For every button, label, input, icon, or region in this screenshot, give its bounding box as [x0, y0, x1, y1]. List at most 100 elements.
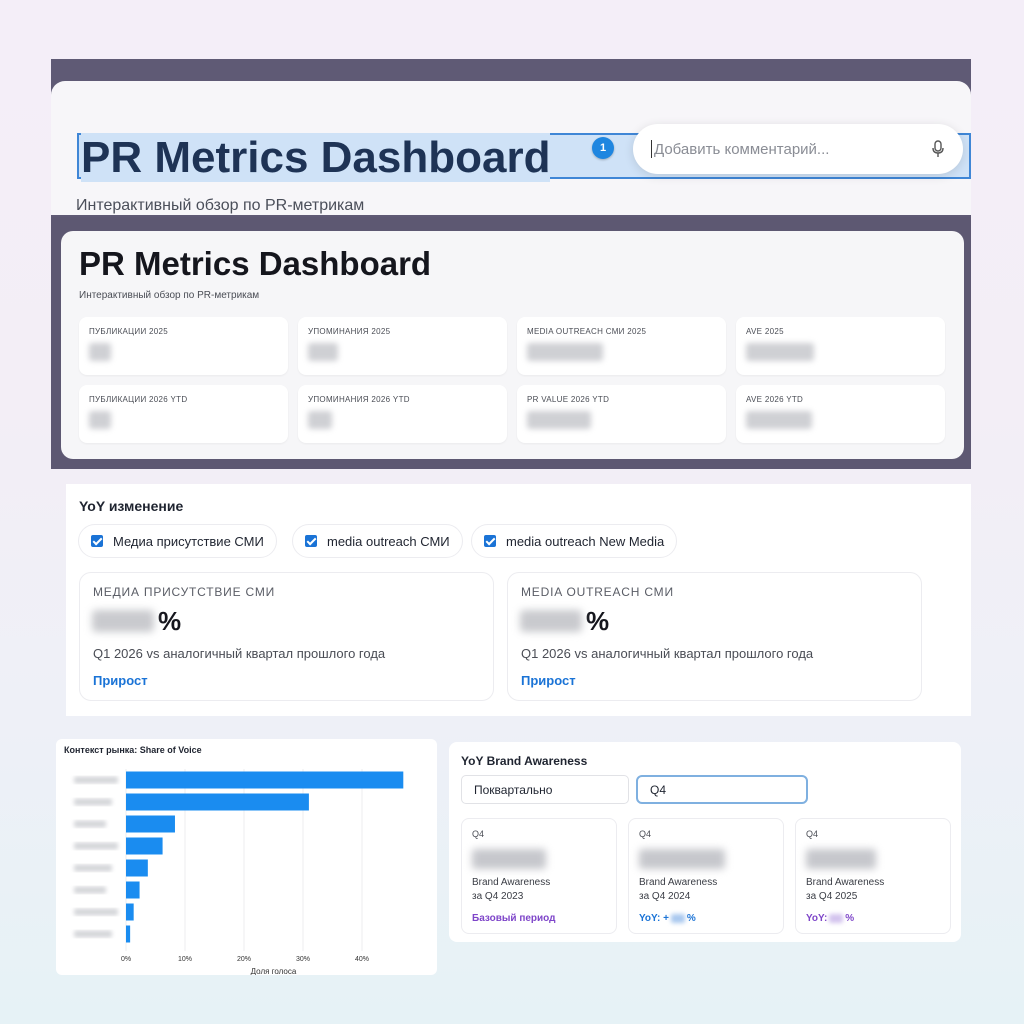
- kpi-value-redacted: [308, 411, 332, 429]
- filter-chip-new-media-outreach[interactable]: media outreach New Media: [471, 524, 678, 558]
- kpi-tile-ave-2025: AVE 2025: [736, 317, 945, 375]
- bar: [126, 793, 309, 811]
- metric-media-outreach: MEDIA OUTREACH СМИ % Q1 2026 vs аналогич…: [507, 572, 922, 701]
- kpi-card: PR Metrics Dashboard Интерактивный обзор…: [61, 231, 964, 459]
- kpi-value-redacted: [527, 411, 591, 429]
- period-select[interactable]: Поквартально: [461, 775, 629, 804]
- kpi-label: УПОМИНАНИЯ 2025: [308, 327, 391, 336]
- metric-value: %: [92, 606, 181, 636]
- metric-trend: Прирост: [93, 673, 148, 688]
- text-caret: [651, 140, 652, 158]
- kpi-tile-mentions-2026: УПОМИНАНИЯ 2026 YTD: [298, 385, 507, 443]
- kpi-value-redacted: [746, 343, 814, 361]
- kpi-label: PR VALUE 2026 YTD: [527, 395, 610, 404]
- bar: [126, 771, 404, 789]
- kpi-value-redacted: [89, 411, 111, 429]
- brand-awareness-card: YoY Brand Awareness Поквартально Q4 Q4 B…: [449, 742, 961, 942]
- kpi-subtitle: Интерактивный обзор по PR-метрикам: [79, 290, 260, 301]
- brand-awareness-title: YoY Brand Awareness: [461, 754, 588, 768]
- bar: [126, 881, 140, 899]
- kpi-label: AVE 2025: [746, 327, 784, 336]
- yoy-title: YoY изменение: [79, 498, 184, 514]
- metric-media-presence: МЕДИА ПРИСУТСТВИЕ СМИ % Q1 2026 vs анало…: [79, 572, 494, 701]
- brand-tile-2025: Q4 Brand Awareness за Q4 2025 YoY: %: [795, 818, 951, 934]
- checkbox-checked-icon[interactable]: [484, 535, 496, 547]
- kpi-value-redacted: [527, 343, 603, 361]
- tile-yoy-text: Базовый период: [472, 913, 556, 924]
- share-of-voice-chart: 0% 10% 20% 30% 40% Доля голоса: [74, 769, 404, 975]
- bar: [126, 903, 134, 921]
- category-label-redacted: [74, 842, 118, 850]
- x-tick-label: 10%: [178, 956, 192, 963]
- x-tick-label: 30%: [296, 956, 310, 963]
- checkbox-checked-icon[interactable]: [305, 535, 317, 547]
- kpi-title: PR Metrics Dashboard: [79, 245, 432, 282]
- checkbox-checked-icon[interactable]: [91, 535, 103, 547]
- kpi-label: УПОМИНАНИЯ 2026 YTD: [308, 395, 410, 404]
- tile-metric: Brand Awareness: [639, 877, 718, 888]
- tile-period: за Q4 2023: [472, 891, 524, 902]
- page-title-text: PR Metrics Dashboard: [81, 133, 551, 182]
- comment-input[interactable]: Добавить комментарий...: [633, 124, 963, 174]
- dashboard-stage: PR Metrics Dashboard 1 Добавить коммента…: [51, 59, 971, 984]
- filter-chip-media-presence[interactable]: Медиа присутствие СМИ: [78, 524, 277, 558]
- bar: [126, 837, 163, 855]
- tile-quarter: Q4: [639, 829, 652, 839]
- tile-yoy: Базовый период: [472, 913, 556, 924]
- chart-title: Контекст рынка: Share of Voice: [64, 745, 202, 755]
- tile-period: за Q4 2025: [806, 891, 858, 902]
- tile-quarter: Q4: [472, 829, 485, 839]
- filter-chip-media-outreach[interactable]: media outreach СМИ: [292, 524, 463, 558]
- tile-yoy: YoY: %: [806, 913, 854, 924]
- tile-quarter: Q4: [806, 829, 819, 839]
- category-label-redacted: [74, 820, 106, 828]
- header-card: PR Metrics Dashboard 1 Добавить коммента…: [51, 81, 971, 215]
- kpi-value-redacted: [89, 343, 111, 361]
- tile-yoy-prefix: YoY:: [806, 913, 828, 924]
- category-label-redacted: [74, 798, 112, 806]
- x-tick-label: 0%: [121, 956, 131, 963]
- metric-label: МЕДИА ПРИСУТСТВИЕ СМИ: [93, 585, 276, 599]
- kpi-tile-outreach-2025: MEDIA OUTREACH СМИ 2025: [517, 317, 726, 375]
- percent-sign: %: [158, 605, 182, 636]
- x-tick-label: 20%: [237, 956, 251, 963]
- tile-period: за Q4 2024: [639, 891, 691, 902]
- kpi-tile-publications-2025: ПУБЛИКАЦИИ 2025: [79, 317, 288, 375]
- tile-yoy-prefix: YoY: +: [639, 913, 669, 924]
- metric-trend: Прирост: [521, 673, 576, 688]
- x-axis-label: Доля голоса: [251, 967, 297, 975]
- category-label-redacted: [74, 886, 106, 894]
- category-label-redacted: [74, 930, 112, 938]
- microphone-icon[interactable]: [931, 140, 945, 158]
- tile-yoy: YoY: + %: [639, 913, 696, 924]
- brand-tile-2024: Q4 Brand Awareness за Q4 2024 YoY: + %: [628, 818, 784, 934]
- metric-value-redacted: [92, 610, 154, 632]
- kpi-tile-pr-value-2026: PR VALUE 2026 YTD: [517, 385, 726, 443]
- kpi-tile-ave-2026: AVE 2026 YTD: [736, 385, 945, 443]
- quarter-select[interactable]: Q4: [636, 775, 808, 804]
- category-label-redacted: [74, 908, 118, 916]
- percent-sign: %: [586, 605, 610, 636]
- x-tick-label: 40%: [355, 956, 369, 963]
- tile-yoy-redacted: [829, 914, 844, 923]
- comment-count-badge[interactable]: 1: [592, 137, 614, 159]
- share-of-voice-card: Контекст рынка: Share of Voice 0% 10% 20% 3…: [56, 739, 437, 975]
- filter-label: media outreach СМИ: [327, 533, 450, 549]
- metric-description: Q1 2026 vs аналогичный квартал прошлого …: [521, 646, 814, 661]
- bar: [126, 859, 148, 877]
- kpi-tile-publications-2026: ПУБЛИКАЦИИ 2026 YTD: [79, 385, 288, 443]
- bar: [126, 925, 131, 943]
- filter-label: Медиа присутствие СМИ: [113, 533, 264, 549]
- kpi-tile-mentions-2025: УПОМИНАНИЯ 2025: [298, 317, 507, 375]
- filter-label: media outreach New Media: [506, 533, 665, 549]
- kpi-value-redacted: [746, 411, 812, 429]
- yoy-card: YoY изменение Медиа присутствие СМИ medi…: [66, 484, 971, 716]
- metric-label: MEDIA OUTREACH СМИ: [521, 585, 674, 599]
- kpi-value-redacted: [308, 343, 338, 361]
- tile-yoy-redacted: [670, 914, 685, 923]
- metric-value: %: [520, 606, 609, 636]
- tile-metric: Brand Awareness: [472, 877, 551, 888]
- tile-yoy-suffix: %: [845, 913, 855, 924]
- kpi-label: ПУБЛИКАЦИИ 2026 YTD: [89, 395, 188, 404]
- tile-yoy-suffix: %: [686, 913, 696, 924]
